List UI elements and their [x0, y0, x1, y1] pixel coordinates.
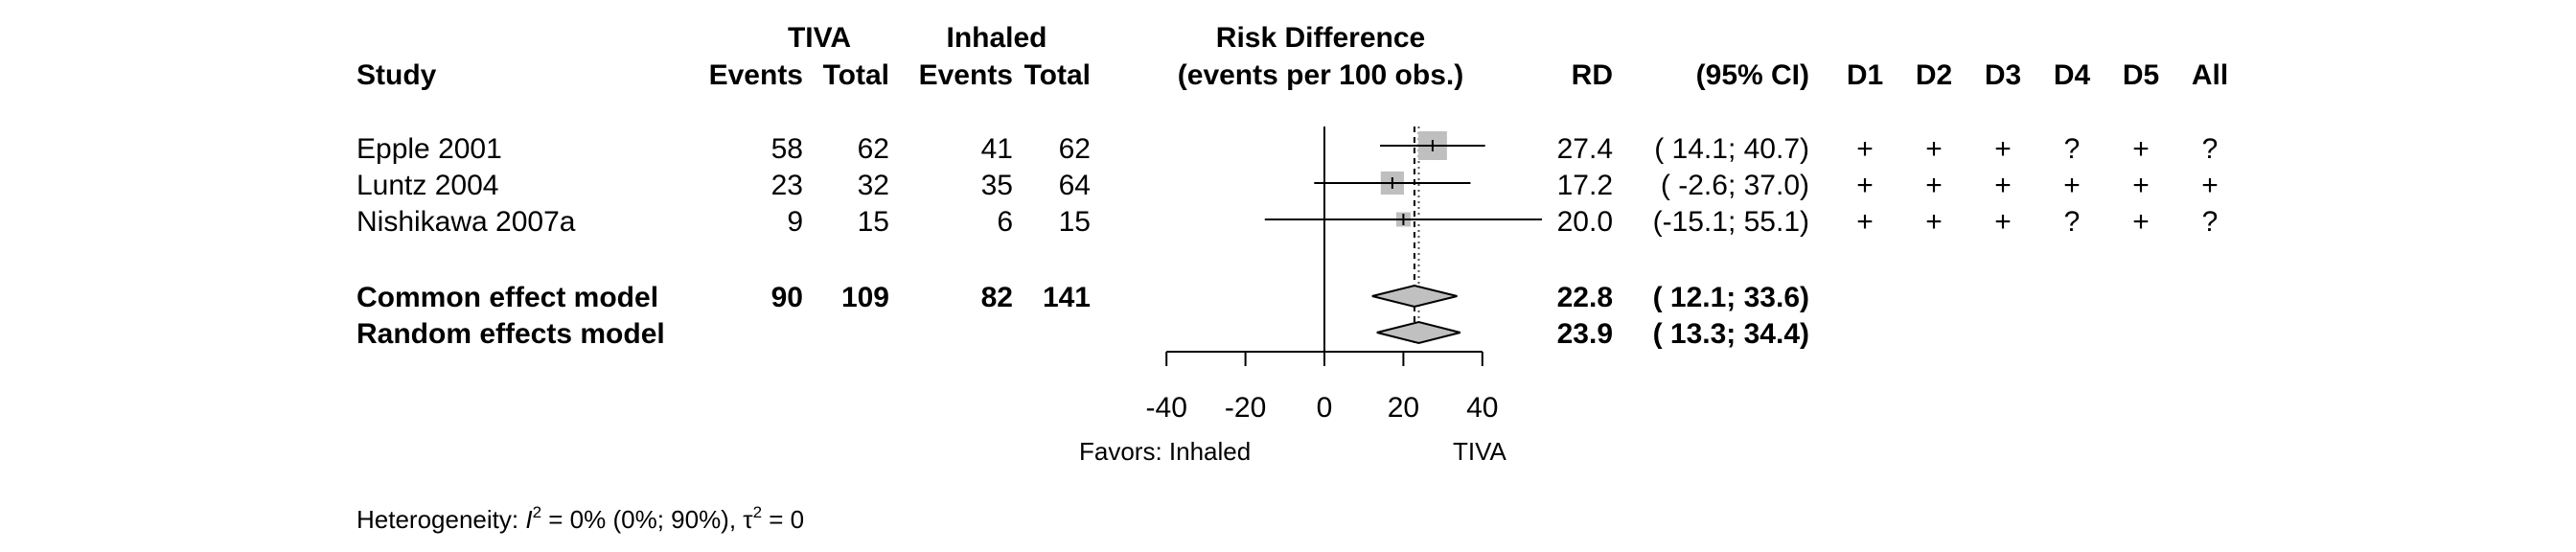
favors-right-label: TIVA	[1453, 437, 1507, 466]
all-cell: ?	[2202, 133, 2219, 165]
study-row: Epple 2001 58 62 41 62 27.4 ( 14.1; 40.7…	[356, 133, 2218, 165]
study-rows: Epple 2001 58 62 41 62 27.4 ( 14.1; 40.7…	[356, 133, 2219, 238]
d1-header: D1	[1847, 59, 1883, 91]
group2-title: Inhaled	[946, 22, 1046, 54]
events1-cell: 9	[787, 206, 803, 238]
events2-cell: 35	[981, 170, 1013, 201]
d4-cell: +	[2063, 170, 2081, 201]
ci-header: (95% CI)	[1696, 59, 1809, 91]
events1-header: Events	[709, 59, 803, 91]
total2-cell: 141	[1043, 282, 1091, 313]
tick-label: -20	[1225, 392, 1266, 424]
favors-labels: Favors: Inhaled TIVA	[1079, 437, 1507, 466]
study-row: Luntz 2004 23 32 35 64 17.2 ( -2.6; 37.0…	[356, 170, 2219, 201]
heterogeneity-label: Heterogeneity: I2 = 0% (0%; 90%), τ2 = 0	[356, 503, 804, 534]
ci-cell: ( 13.3; 34.4)	[1653, 318, 1809, 350]
events2-cell: 6	[997, 206, 1013, 238]
events1-cell: 23	[771, 170, 803, 201]
d2-header: D2	[1916, 59, 1952, 91]
pooled-row: Common effect model 90 109 82 141 22.8 (…	[356, 282, 1809, 313]
ci-cell: ( -2.6; 37.0)	[1661, 170, 1809, 201]
all-cell: ?	[2202, 206, 2219, 238]
total2-cell: 62	[1059, 133, 1091, 165]
d3-cell: +	[1994, 170, 2012, 201]
rd-cell: 22.8	[1557, 282, 1613, 313]
d4-header: D4	[2054, 59, 2091, 91]
events1-cell: 90	[771, 282, 803, 313]
total2-cell: 15	[1059, 206, 1091, 238]
rd-header: RD	[1572, 59, 1613, 91]
events2-cell: 82	[981, 282, 1013, 313]
total1-header: Total	[823, 59, 889, 91]
model-name: Random effects model	[356, 318, 665, 350]
d3-cell: +	[1994, 206, 2012, 238]
ci-cell: ( 14.1; 40.7)	[1654, 133, 1809, 165]
model-name: Common effect model	[356, 282, 658, 313]
d4-cell: ?	[2064, 133, 2081, 165]
study-name: Nishikawa 2007a	[356, 206, 576, 238]
d1-cell: +	[1856, 133, 1874, 165]
axis-tick-labels: -40 -20 0 20 40	[1146, 392, 1499, 424]
rd-title-line1: Risk Difference	[1216, 22, 1425, 54]
d3-header: D3	[1985, 59, 2021, 91]
study-name: Luntz 2004	[356, 170, 498, 201]
d1-cell: +	[1856, 170, 1874, 201]
group1-title: TIVA	[788, 22, 851, 54]
d5-cell: +	[2132, 206, 2150, 238]
pooled-rows: Common effect model 90 109 82 141 22.8 (…	[356, 282, 1809, 350]
tick-label: -40	[1146, 392, 1187, 424]
total2-cell: 64	[1059, 170, 1091, 201]
all-cell: +	[2201, 170, 2219, 201]
rd-cell: 23.9	[1557, 318, 1613, 350]
pooled-diamond	[1376, 320, 1460, 345]
ci-cell: ( 12.1; 33.6)	[1653, 282, 1809, 313]
d1-cell: +	[1856, 206, 1874, 238]
pooled-row: Random effects model 23.9 ( 13.3; 34.4)	[356, 318, 1809, 350]
rd-title-line2: (events per 100 obs.)	[1178, 59, 1463, 91]
ci-cell: (-15.1; 55.1)	[1653, 206, 1809, 238]
events1-cell: 58	[771, 133, 803, 165]
total1-cell: 62	[858, 133, 889, 165]
study-header: Study	[356, 59, 437, 91]
d3-cell: +	[1994, 133, 2012, 165]
events2-header: Events	[919, 59, 1013, 91]
total1-cell: 109	[841, 282, 889, 313]
favors-left-label: Favors: Inhaled	[1079, 437, 1251, 466]
study-row: Nishikawa 2007a 9 15 6 15 20.0 (-15.1; 5…	[356, 206, 2218, 238]
d5-cell: +	[2132, 170, 2150, 201]
events2-cell: 41	[981, 133, 1013, 165]
rd-cell: 20.0	[1557, 206, 1613, 238]
d5-cell: +	[2132, 133, 2150, 165]
d4-cell: ?	[2064, 206, 2081, 238]
tick-label: 40	[1466, 392, 1498, 424]
d5-header: D5	[2123, 59, 2159, 91]
tick-label: 0	[1317, 392, 1333, 424]
total1-cell: 32	[858, 170, 889, 201]
d2-cell: +	[1925, 133, 1943, 165]
study-name: Epple 2001	[356, 133, 502, 165]
all-header: All	[2192, 59, 2228, 91]
table-header: TIVA Inhaled Risk Difference Study Event…	[356, 22, 2228, 91]
rd-cell: 27.4	[1557, 133, 1613, 165]
d2-cell: +	[1925, 170, 1943, 201]
d2-cell: +	[1925, 206, 1943, 238]
pooled-diamond	[1371, 284, 1458, 309]
tick-label: 20	[1388, 392, 1419, 424]
rd-cell: 17.2	[1557, 170, 1613, 201]
plot-area	[1165, 126, 1543, 366]
total1-cell: 15	[858, 206, 889, 238]
total2-header: Total	[1024, 59, 1091, 91]
